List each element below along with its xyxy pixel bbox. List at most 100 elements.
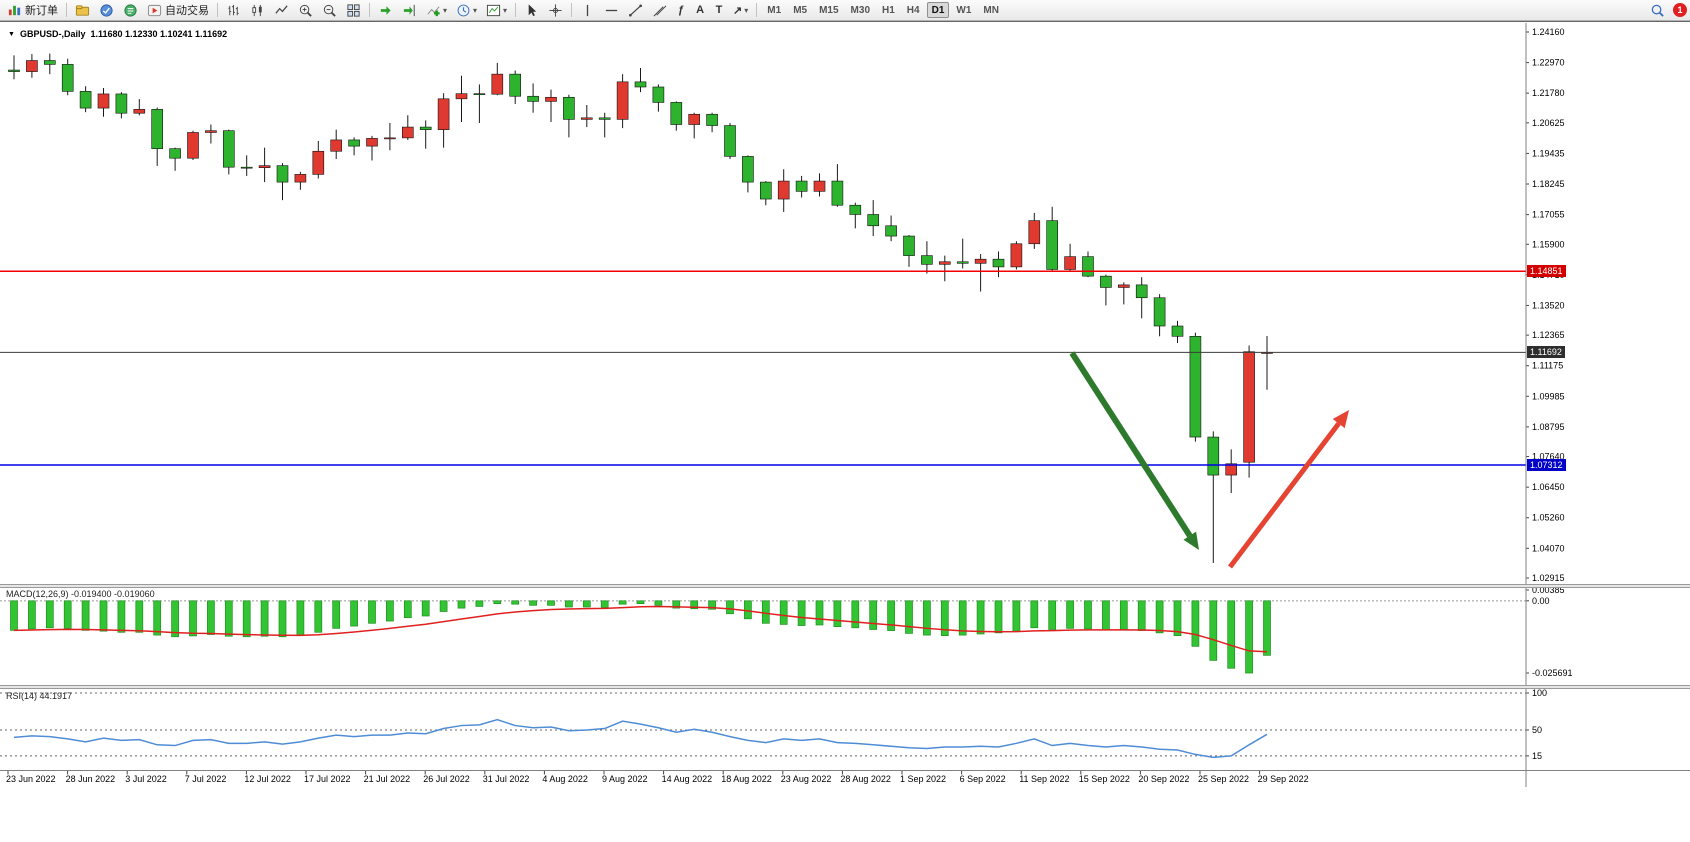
timeframe-button-m30[interactable]: M30 xyxy=(846,2,875,18)
timeframe-button-m15[interactable]: M15 xyxy=(814,2,843,18)
add-indicator-button[interactable]: ▾ xyxy=(422,1,451,19)
charts-profile-button[interactable] xyxy=(71,1,94,19)
panel-splitter[interactable] xyxy=(0,584,1690,588)
new-order-icon xyxy=(8,5,21,15)
svg-text:15 Sep 2022: 15 Sep 2022 xyxy=(1079,774,1130,784)
toolbar-separator xyxy=(217,3,218,17)
timeframe-button-d1[interactable]: D1 xyxy=(926,2,950,18)
arrow-annotations-layer[interactable] xyxy=(1069,351,1349,569)
collapse-quick-trade-icon[interactable]: ▼ xyxy=(8,30,15,38)
toolbar: 新订单 自动交易 xyxy=(0,0,1690,21)
timeframe-button-h4[interactable]: H4 xyxy=(902,2,925,18)
text-label-icon: T xyxy=(715,4,723,16)
templates-button[interactable]: ▾ xyxy=(482,1,511,19)
chevron-down-icon: ▾ xyxy=(473,5,478,15)
svg-text:17 Jul 2022: 17 Jul 2022 xyxy=(304,774,351,784)
chart-shift-button[interactable] xyxy=(398,1,421,19)
svg-text:1.17055: 1.17055 xyxy=(1532,210,1565,220)
zoom-out-button[interactable] xyxy=(318,1,341,19)
price-line-badge[interactable]: 1.07312 xyxy=(1527,458,1566,471)
svg-text:21 Jul 2022: 21 Jul 2022 xyxy=(364,774,411,784)
svg-text:20 Sep 2022: 20 Sep 2022 xyxy=(1138,774,1189,784)
text-button[interactable]: A xyxy=(691,1,709,19)
search-button[interactable] xyxy=(1646,1,1669,19)
zoom-in-button[interactable] xyxy=(294,1,317,19)
horizontal-line-icon xyxy=(605,9,618,11)
ohlc-values: 1.11680 1.12330 1.10241 1.11692 xyxy=(90,29,228,39)
svg-text:18 Aug 2022: 18 Aug 2022 xyxy=(721,774,772,784)
svg-text:31 Jul 2022: 31 Jul 2022 xyxy=(483,774,530,784)
panel-splitter[interactable] xyxy=(0,685,1690,689)
fibonacci-button[interactable]: ƒ xyxy=(672,1,690,19)
trendline-button[interactable] xyxy=(624,1,647,19)
up-reversal-arrow xyxy=(1332,410,1349,429)
line-chart-button[interactable] xyxy=(270,1,293,19)
timeframe-button-w1[interactable]: W1 xyxy=(951,2,976,18)
vertical-line-button[interactable] xyxy=(576,1,599,19)
price-axis[interactable]: 1.24160 1.22970 1.21780 1.20625 1.19435 1.182… xyxy=(1526,27,1565,583)
equidistant-channel-icon xyxy=(653,4,667,16)
svg-text:28 Jun 2022: 28 Jun 2022 xyxy=(66,774,116,784)
market-watch-button[interactable] xyxy=(95,1,118,19)
cursor-arrow-icon xyxy=(528,3,537,16)
fibonacci-icon: ƒ xyxy=(677,4,685,16)
svg-text:26 Jul 2022: 26 Jul 2022 xyxy=(423,774,470,784)
chevron-down-icon: ▾ xyxy=(443,5,448,15)
timeframe-button-h1[interactable]: H1 xyxy=(877,2,900,18)
template-chart-icon xyxy=(486,4,501,16)
time-axis[interactable]: 23 Jun 2022 28 Jun 2022 3 Jul 2022 7 Jul 20… xyxy=(6,770,1309,785)
add-indicator-icon xyxy=(427,5,440,16)
horizontal-line-button[interactable] xyxy=(600,1,623,19)
horizontal-lines-layer[interactable] xyxy=(0,270,1526,466)
bar-chart-icon xyxy=(228,4,239,15)
price-line-badge[interactable]: 1.14851 xyxy=(1527,265,1566,278)
bar-chart-button[interactable] xyxy=(222,1,245,19)
tile-windows-button[interactable] xyxy=(342,1,365,19)
line-chart-icon xyxy=(275,4,288,14)
timeframe-group: M1 M5 M15 M30 H1 H4 D1 W1 MN xyxy=(761,2,1005,18)
svg-text:28 Aug 2022: 28 Aug 2022 xyxy=(840,774,891,784)
channel-button[interactable] xyxy=(648,1,671,19)
zoom-in-icon xyxy=(299,4,312,17)
macd-label: MACD(12,26,9) -0.019400 -0.019060 xyxy=(6,589,155,599)
new-order-button[interactable]: 新订单 xyxy=(3,1,62,19)
svg-text:0.00: 0.00 xyxy=(1532,596,1550,606)
auto-scroll-button[interactable] xyxy=(374,1,397,19)
periods-button[interactable]: ▾ xyxy=(452,1,481,19)
svg-text:0.00385: 0.00385 xyxy=(1532,585,1565,595)
price-line-badge[interactable]: 1.11692 xyxy=(1527,346,1565,359)
text-label-button[interactable]: T xyxy=(710,1,728,19)
svg-text:1.20625: 1.20625 xyxy=(1532,118,1565,128)
toolbar-separator xyxy=(66,3,67,17)
notification-badge[interactable]: 1 xyxy=(1673,3,1687,17)
cursor-button[interactable] xyxy=(520,1,543,19)
svg-text:1.13520: 1.13520 xyxy=(1532,300,1565,310)
svg-text:1.04070: 1.04070 xyxy=(1532,543,1565,553)
svg-text:1.11175: 1.11175 xyxy=(1532,361,1563,371)
svg-text:1.19435: 1.19435 xyxy=(1532,148,1565,158)
profile-folder-icon xyxy=(75,4,90,16)
timeframe-button-m5[interactable]: M5 xyxy=(788,2,812,18)
svg-text:1.18245: 1.18245 xyxy=(1532,179,1565,189)
toolbar-right-group: 1 xyxy=(1646,1,1687,19)
timeframe-button-mn[interactable]: MN xyxy=(978,2,1004,18)
crosshair-button[interactable] xyxy=(544,1,567,19)
down-trend-arrow xyxy=(1183,531,1199,550)
symbol-name: GBPUSD-,Daily xyxy=(19,29,86,39)
chart-window: 0.00385 0.00 -0.025691 100 50 15 1.24160 1.22… xyxy=(0,21,1690,842)
chevron-down-icon: ▾ xyxy=(503,5,508,15)
svg-text:23 Jun 2022: 23 Jun 2022 xyxy=(6,774,56,784)
svg-text:50: 50 xyxy=(1532,725,1542,735)
autotrading-button[interactable]: 自动交易 xyxy=(143,1,213,19)
text-icon: A xyxy=(696,4,705,16)
svg-text:6 Sep 2022: 6 Sep 2022 xyxy=(960,774,1006,784)
timeframe-button-m1[interactable]: M1 xyxy=(762,2,786,18)
data-window-button[interactable] xyxy=(119,1,142,19)
candlestick-chart-button[interactable] xyxy=(246,1,269,19)
arrows-tool-button[interactable]: ↗ ▾ xyxy=(729,1,752,19)
chart-shift-icon xyxy=(403,4,415,16)
candlestick-icon xyxy=(252,4,262,16)
svg-text:1.07640: 1.07640 xyxy=(1532,452,1565,462)
svg-text:12 Jul 2022: 12 Jul 2022 xyxy=(244,774,291,784)
